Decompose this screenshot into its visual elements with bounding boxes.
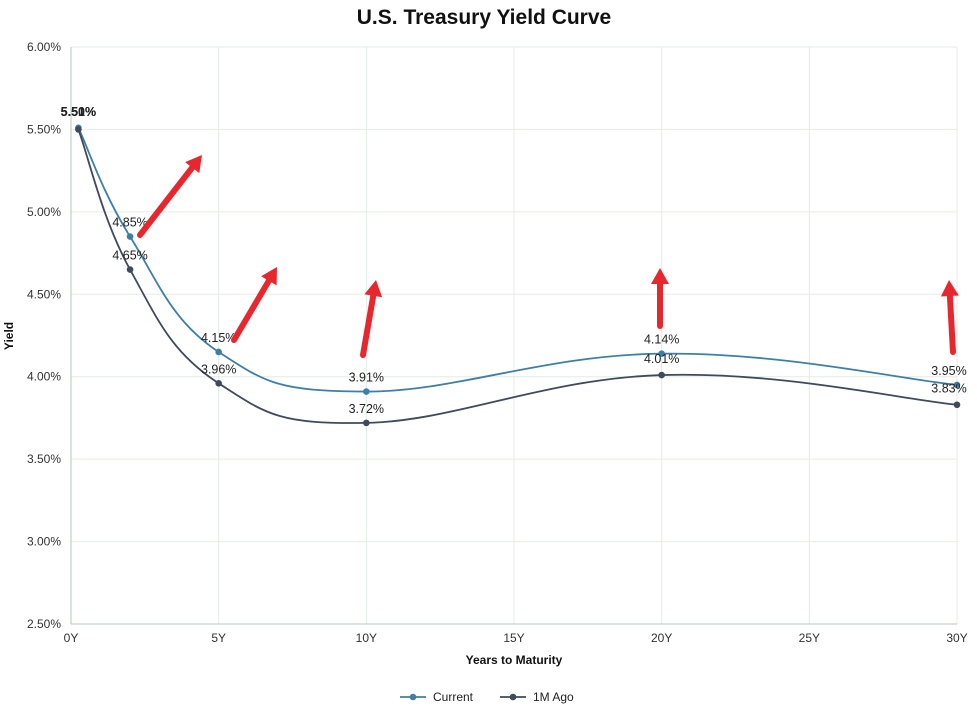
- data-point: [658, 350, 665, 357]
- arrow-shaft: [360, 292, 377, 358]
- y-tick-label: 3.00%: [27, 535, 61, 549]
- data-label: 3.83%: [931, 382, 966, 396]
- legend-swatch-marker: [509, 693, 517, 701]
- arrow-head: [364, 280, 383, 298]
- y-tick-label: 2.50%: [27, 617, 61, 631]
- arrow-head: [940, 280, 959, 297]
- arrow-shaft: [137, 164, 196, 238]
- arrow-head: [651, 268, 669, 284]
- data-point: [75, 126, 82, 133]
- data-point: [215, 380, 222, 387]
- data-point: [953, 381, 961, 389]
- series-points: [75, 124, 961, 427]
- y-axis-label: Yield: [2, 322, 16, 350]
- data-label: 3.95%: [931, 364, 966, 378]
- data-point: [126, 266, 134, 273]
- series-line: [77, 129, 958, 424]
- y-tick-label: 6.00%: [27, 40, 61, 54]
- chart-title: U.S. Treasury Yield Curve: [357, 6, 611, 29]
- y-tick-label: 5.50%: [27, 122, 61, 136]
- x-tick-label: 20Y: [651, 631, 672, 645]
- y-axis-ticks: 2.50% 3.00% 3.50% 4.00% 4.50% 5.00% 5.50% 6.00%: [27, 40, 61, 631]
- data-point: [953, 401, 961, 409]
- legend-item: 1M Ago: [500, 690, 574, 704]
- data-label: 3.72%: [349, 402, 384, 416]
- y-tick-label: 4.00%: [27, 370, 61, 384]
- x-tick-label: 0Y: [64, 631, 79, 645]
- data-label: 4.15%: [201, 331, 236, 345]
- gridlines: [70, 46, 958, 625]
- red-arrow: [940, 280, 959, 355]
- x-axis-label: Years to Maturity: [466, 653, 563, 667]
- data-label: 5.50%: [61, 105, 96, 119]
- y-tick-label: 3.50%: [27, 452, 61, 466]
- data-label: 3.91%: [349, 371, 384, 385]
- series-lines: [77, 127, 958, 424]
- data-label: 3.96%: [201, 362, 236, 376]
- x-tick-label: 30Y: [946, 631, 967, 645]
- data-label: 4.65%: [112, 249, 147, 263]
- x-tick-label: 25Y: [799, 631, 820, 645]
- data-label: 4.01%: [644, 352, 679, 366]
- annotation-arrows: [137, 155, 959, 358]
- red-arrow: [651, 268, 669, 329]
- red-arrow: [231, 267, 277, 343]
- data-label: 4.14%: [644, 333, 679, 347]
- data-label: 4.85%: [112, 216, 147, 230]
- data-labels: 5.51%5.50% 4.85% 4.65% 4.15% 3.96% 3.91% 3.72%…: [61, 105, 967, 416]
- data-point: [363, 388, 370, 395]
- y-tick-label: 4.50%: [27, 287, 61, 301]
- legend-label: Current: [433, 690, 474, 704]
- series-line: [77, 127, 958, 393]
- arrow-head: [261, 267, 277, 286]
- legend: Current 1M Ago: [400, 690, 574, 704]
- legend-label: 1M Ago: [533, 690, 574, 704]
- red-arrow: [137, 155, 202, 238]
- legend-item: Current: [400, 690, 474, 704]
- data-point: [658, 371, 665, 379]
- x-axis-ticks: 0Y 5Y 10Y 15Y 20Y 25Y 30Y: [64, 631, 968, 645]
- arrow-head: [185, 155, 202, 174]
- arrow-shaft: [946, 292, 956, 355]
- y-tick-label: 5.00%: [27, 205, 61, 219]
- arrow-shaft: [231, 277, 272, 343]
- legend-swatch-marker: [409, 693, 417, 701]
- data-point: [215, 348, 222, 356]
- x-tick-label: 10Y: [356, 631, 377, 645]
- data-label: 5.51%: [61, 105, 96, 119]
- data-point: [363, 419, 370, 427]
- x-tick-label: 5Y: [211, 631, 226, 645]
- red-arrow: [360, 280, 383, 358]
- x-tick-label: 15Y: [503, 631, 524, 645]
- data-point: [126, 233, 134, 240]
